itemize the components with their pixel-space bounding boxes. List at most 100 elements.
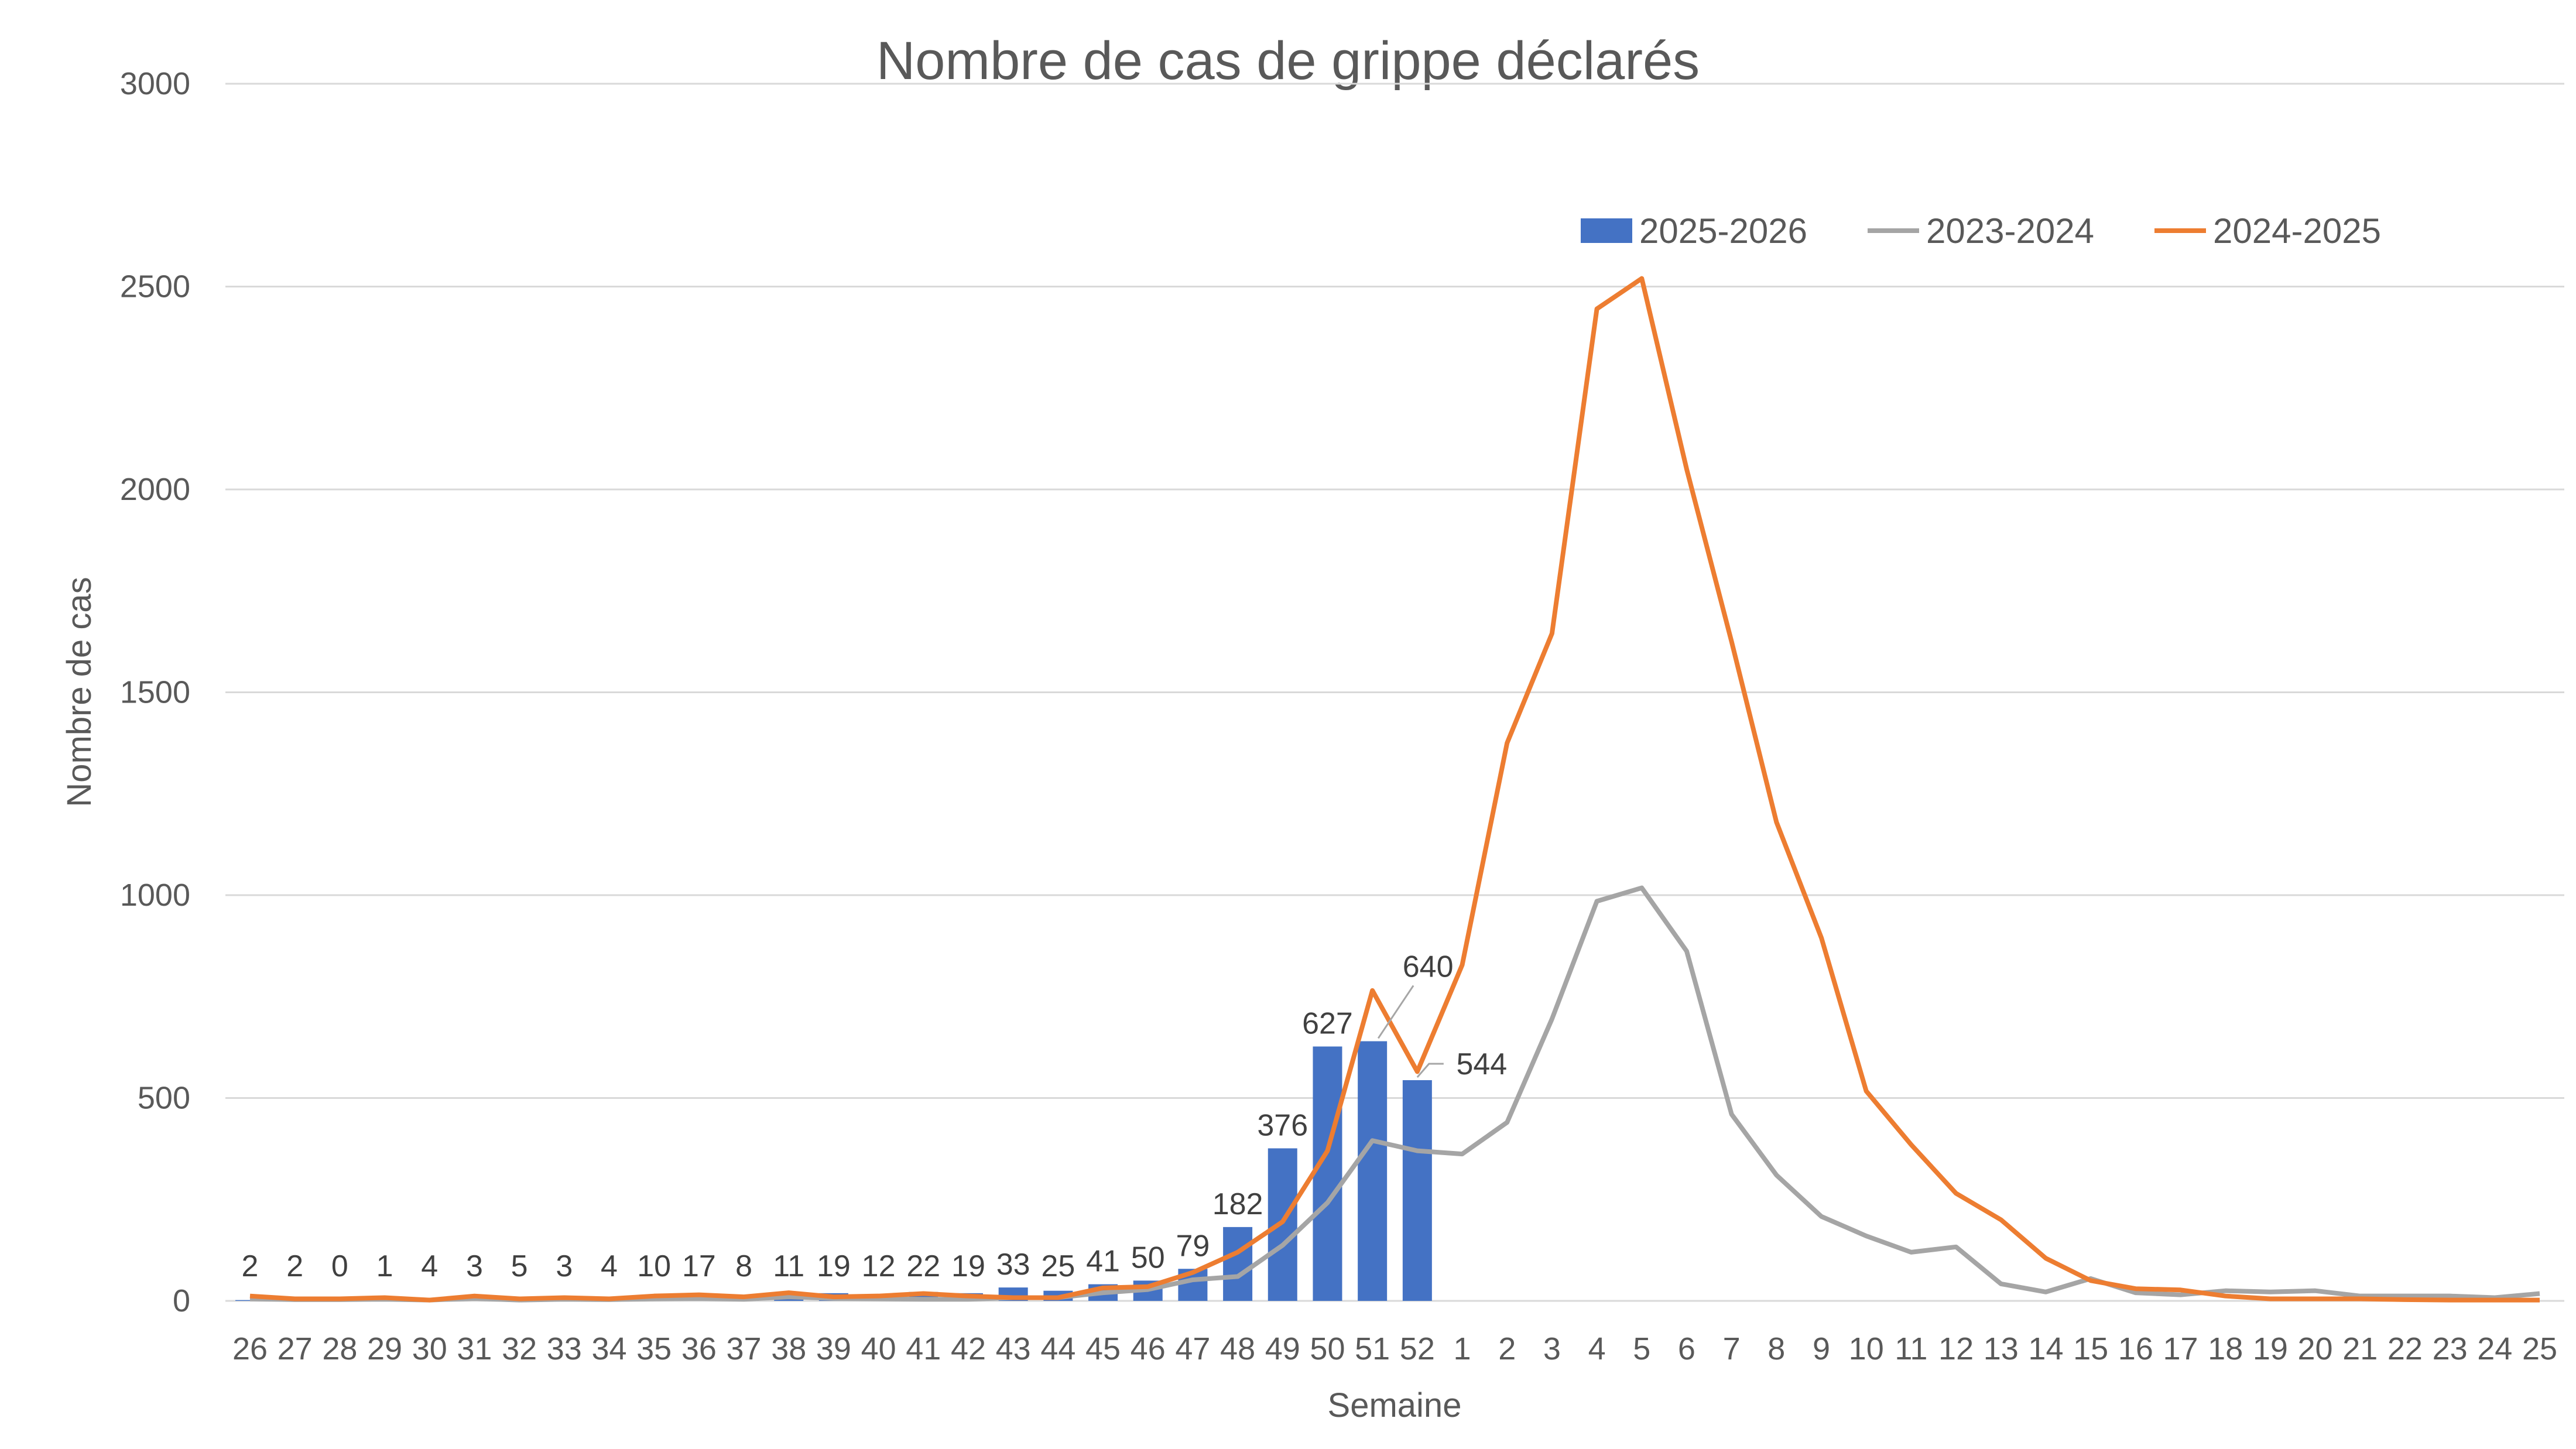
line-2024-2025 <box>249 276 2540 1303</box>
legend-label: 2023-2024 <box>1926 211 2094 251</box>
bar <box>1402 1080 1432 1301</box>
x-tick-label: 23 <box>2433 1331 2468 1366</box>
data-label: 627 <box>1302 1006 1353 1040</box>
data-label: 25 <box>1041 1249 1075 1283</box>
x-tick-label: 40 <box>861 1331 896 1366</box>
legend-label: 2024-2025 <box>2213 211 2381 251</box>
data-label: 5 <box>511 1249 528 1283</box>
leader-line <box>1416 1063 1444 1078</box>
leader-line <box>1377 985 1414 1039</box>
data-label: 11 <box>773 1249 804 1283</box>
data-label: 640 <box>1403 950 1454 984</box>
x-tick-label: 22 <box>2387 1331 2423 1366</box>
x-tick-label: 43 <box>996 1331 1031 1366</box>
x-tick-label: 44 <box>1040 1331 1075 1366</box>
x-tick-label: 41 <box>906 1331 941 1366</box>
x-tick-label: 3 <box>1543 1331 1561 1366</box>
data-label: 19 <box>817 1249 851 1283</box>
x-tick-label: 29 <box>367 1331 402 1366</box>
x-tick-label: 33 <box>547 1331 582 1366</box>
x-tick-label: 28 <box>322 1331 357 1366</box>
x-tick-label: 52 <box>1400 1331 1435 1366</box>
legend-swatch <box>1581 218 1632 243</box>
data-label: 2 <box>286 1249 303 1283</box>
data-label: 3 <box>556 1249 573 1283</box>
data-label: 3 <box>466 1249 483 1283</box>
data-label: 376 <box>1257 1108 1308 1142</box>
x-tick-label: 9 <box>1813 1331 1830 1366</box>
x-tick-label: 27 <box>278 1331 313 1366</box>
data-label: 0 <box>331 1249 348 1283</box>
x-tick-label: 31 <box>457 1331 492 1366</box>
y-tick-label: 1000 <box>120 878 190 913</box>
data-label: 22 <box>906 1249 940 1283</box>
x-tick-label: 51 <box>1355 1331 1390 1366</box>
x-tick-label: 19 <box>2253 1331 2288 1366</box>
x-tick-label: 32 <box>502 1331 537 1366</box>
x-tick-label: 18 <box>2208 1331 2243 1366</box>
y-tick-label: 0 <box>173 1283 190 1318</box>
x-tick-label: 49 <box>1265 1331 1300 1366</box>
x-tick-label: 35 <box>636 1331 672 1366</box>
x-tick-label: 37 <box>727 1331 762 1366</box>
data-label: 8 <box>735 1249 752 1283</box>
data-label: 19 <box>951 1249 985 1283</box>
x-tick-label: 42 <box>951 1331 986 1366</box>
x-tick-label: 15 <box>2073 1331 2108 1366</box>
legend-label: 2025-2026 <box>1639 211 1807 251</box>
x-tick-label: 8 <box>1767 1331 1785 1366</box>
x-tick-label: 12 <box>1938 1331 1974 1366</box>
y-tick-label: 2500 <box>120 269 190 304</box>
data-label: 33 <box>996 1248 1030 1282</box>
y-tick-label: 1500 <box>120 675 190 710</box>
data-label: 41 <box>1086 1245 1120 1279</box>
x-tick-label: 16 <box>2118 1331 2153 1366</box>
x-tick-label: 45 <box>1085 1331 1121 1366</box>
x-tick-label: 20 <box>2298 1331 2333 1366</box>
data-label: 79 <box>1176 1229 1210 1263</box>
x-tick-label: 38 <box>771 1331 806 1366</box>
x-tick-label: 47 <box>1175 1331 1210 1366</box>
chart-title: Nombre de cas de grippe déclarés <box>876 31 1700 91</box>
x-tick-label: 25 <box>2522 1331 2557 1366</box>
data-label: 50 <box>1131 1241 1165 1275</box>
data-label: 544 <box>1456 1047 1507 1081</box>
bar <box>1313 1046 1342 1301</box>
x-tick-label: 21 <box>2342 1331 2378 1366</box>
x-tick-label: 30 <box>412 1331 447 1366</box>
x-tick-label: 4 <box>1588 1331 1606 1366</box>
x-tick-label: 17 <box>2163 1331 2198 1366</box>
x-tick-label: 1 <box>1454 1331 1471 1366</box>
data-label: 4 <box>421 1249 438 1283</box>
x-tick-label: 7 <box>1723 1331 1741 1366</box>
y-tick-label: 3000 <box>120 66 190 101</box>
bar <box>1223 1227 1253 1301</box>
x-tick-label: 2 <box>1498 1331 1516 1366</box>
data-label: 17 <box>682 1249 716 1283</box>
y-tick-label: 2000 <box>120 472 190 507</box>
x-tick-label: 14 <box>2028 1331 2063 1366</box>
x-tick-label: 6 <box>1678 1331 1695 1366</box>
line-2023-2024 <box>249 885 2540 1303</box>
x-tick-label: 24 <box>2477 1331 2512 1366</box>
x-tick-label: 34 <box>591 1331 626 1366</box>
data-label: 1 <box>376 1249 393 1283</box>
x-tick-label: 46 <box>1131 1331 1166 1366</box>
data-label: 2 <box>242 1249 259 1283</box>
x-tick-label: 50 <box>1310 1331 1345 1366</box>
x-tick-label: 39 <box>816 1331 851 1366</box>
x-tick-label: 10 <box>1849 1331 1884 1366</box>
data-label: 182 <box>1212 1187 1263 1221</box>
data-label: 12 <box>862 1249 896 1283</box>
x-tick-label: 5 <box>1633 1331 1650 1366</box>
x-tick-label: 36 <box>681 1331 717 1366</box>
x-tick-label: 48 <box>1220 1331 1255 1366</box>
x-tick-label: 11 <box>1895 1331 1927 1366</box>
bar <box>1268 1148 1297 1301</box>
x-tick-label: 26 <box>232 1331 268 1366</box>
data-label: 4 <box>601 1249 618 1283</box>
y-tick-label: 500 <box>138 1081 190 1116</box>
data-label: 10 <box>637 1249 671 1283</box>
x-axis-label: Semaine <box>1328 1386 1462 1424</box>
